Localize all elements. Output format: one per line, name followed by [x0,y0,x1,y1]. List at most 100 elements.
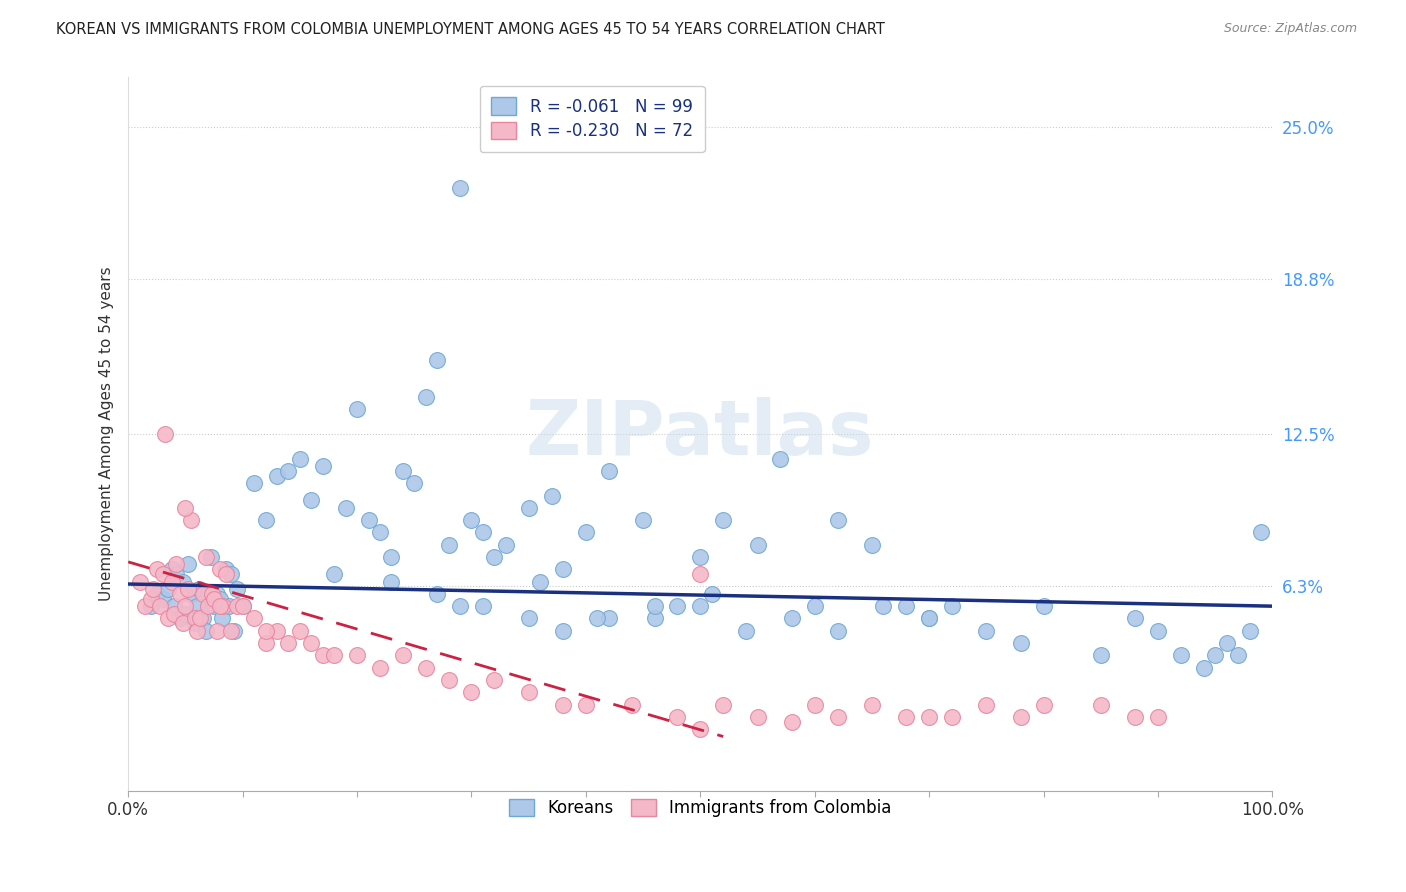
Point [976,624,998,638]
Point [1215,636,1237,650]
Point [174,500,197,515]
Point [197,587,219,601]
Point [1250,525,1272,540]
Point [689,599,711,614]
Point [700,587,723,601]
Point [380,549,402,564]
Point [1170,648,1192,663]
Point [1239,624,1261,638]
Point [254,636,277,650]
Point [212,599,235,614]
Point [146,562,169,576]
Point [896,710,918,724]
Point [1204,648,1226,663]
Point [689,722,711,736]
Point [214,567,236,582]
Point [299,493,322,508]
Point [266,468,288,483]
Point [689,567,711,582]
Point [128,574,150,589]
Point [644,599,666,614]
Point [142,582,165,596]
Point [323,567,346,582]
Point [666,710,689,724]
Point [484,673,506,687]
Point [780,714,803,729]
Point [277,636,299,650]
Point [243,476,266,491]
Point [226,599,249,614]
Point [415,660,437,674]
Point [689,549,711,564]
Point [551,698,574,712]
Point [803,599,825,614]
Point [146,587,169,601]
Point [165,558,187,572]
Point [183,611,205,625]
Point [186,624,208,638]
Point [631,513,654,527]
Point [598,611,620,625]
Point [202,591,225,606]
Point [277,464,299,478]
Point [1227,648,1250,663]
Point [177,558,200,572]
Point [207,587,229,601]
Point [180,513,202,527]
Point [1010,710,1032,724]
Point [288,451,311,466]
Point [152,591,174,606]
Point [157,582,180,596]
Point [415,390,437,404]
Point [769,451,792,466]
Point [219,624,242,638]
Point [174,599,197,614]
Point [860,538,883,552]
Point [449,599,471,614]
Point [172,574,194,589]
Point [1147,710,1170,724]
Point [157,611,180,625]
Point [1123,710,1146,724]
Point [153,427,176,442]
Point [495,538,517,552]
Point [134,599,156,614]
Point [346,402,368,417]
Point [357,513,380,527]
Point [1032,599,1054,614]
Point [266,624,288,638]
Point [1090,648,1112,663]
Point [1090,698,1112,712]
Point [177,582,200,596]
Point [529,574,551,589]
Point [183,616,205,631]
Point [803,698,825,712]
Point [827,624,849,638]
Point [169,587,191,601]
Point [517,611,540,625]
Point [896,599,918,614]
Point [312,648,335,663]
Point [918,611,941,625]
Point [517,500,540,515]
Point [747,710,769,724]
Point [460,685,482,699]
Point [551,562,574,576]
Legend: Koreans, Immigrants from Colombia: Koreans, Immigrants from Colombia [501,790,900,825]
Point [254,513,277,527]
Point [1123,611,1146,625]
Point [471,599,494,614]
Point [208,599,231,614]
Point [747,538,769,552]
Point [335,500,357,515]
Point [139,599,162,614]
Point [598,464,620,478]
Point [188,582,211,596]
Point [180,587,202,601]
Point [517,685,540,699]
Point [346,648,368,663]
Point [186,599,208,614]
Point [208,562,231,576]
Point [163,599,186,614]
Point [160,574,183,589]
